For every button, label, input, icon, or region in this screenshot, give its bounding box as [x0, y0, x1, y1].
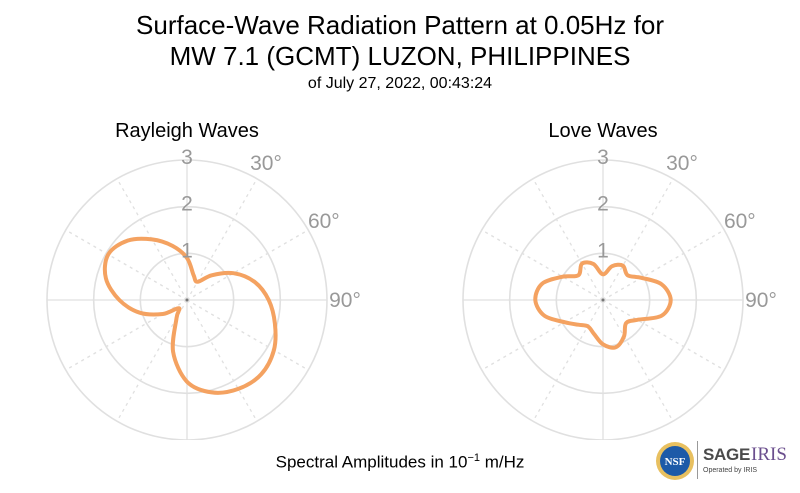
polar-center — [601, 298, 605, 302]
polar-center — [185, 298, 189, 302]
polar-spoke — [481, 229, 604, 301]
polar-ring — [508, 205, 698, 395]
operated-by-text: Operated by IRIS — [703, 467, 758, 474]
iris-logo-text: IRIS — [751, 444, 787, 465]
polar-spoke — [186, 299, 309, 371]
polar-spoke — [602, 178, 674, 301]
radial-tick-label: 2 — [181, 193, 193, 216]
polar-ring — [139, 252, 235, 348]
polar-ring — [555, 252, 651, 348]
angular-tick-label: 60° — [308, 210, 340, 233]
logo-divider — [697, 441, 698, 479]
polar-spoke — [532, 299, 604, 422]
nsf-logo-text: NSF — [665, 456, 686, 468]
logo-block: NSF SAGE IRIS Operated by IRIS — [655, 437, 787, 487]
polar-chart-2: Love Waves 1 2 3 30° 60° 90° — [462, 120, 777, 440]
chart-subtitle: of July 27, 2022, 00:43:24 — [307, 75, 493, 92]
amplitude-units-note: Spectral Amplitudes in 10−1 m/Hz — [0, 452, 800, 473]
radial-tick-label: 1 — [597, 239, 609, 262]
radial-tick-label: 2 — [597, 193, 609, 216]
angular-tick-label: 90° — [329, 289, 361, 312]
chart-title-line-1: Surface-Wave Radiation Pattern at 0.05Hz… — [136, 10, 664, 40]
polar-ring — [92, 205, 282, 395]
polar-plots: Rayleigh Waves 1 2 3 30° 60° 90° Love Waves 1 2 3 3… — [46, 120, 777, 440]
polar-spoke — [65, 229, 188, 301]
polar-spoke — [186, 299, 258, 422]
polar-title: Love Waves — [548, 120, 657, 142]
polar-spoke — [602, 299, 725, 371]
angular-tick-label: 90° — [745, 289, 777, 312]
polar-spoke — [602, 299, 674, 422]
units-suffix: m/Hz — [480, 452, 525, 472]
polar-spoke — [602, 229, 725, 301]
units-prefix: Spectral Amplitudes in — [275, 452, 449, 472]
nsf-logo: NSF — [656, 442, 694, 480]
polar-spoke — [481, 299, 604, 371]
radiation-pattern-line — [102, 236, 278, 395]
radial-tick-label: 1 — [181, 239, 193, 262]
angular-tick-label: 30° — [666, 152, 698, 175]
sage-logo-text: SAGE — [703, 445, 750, 464]
chart-title-line-2: MW 7.1 (GCMT) LUZON, PHILIPPINES — [169, 41, 631, 71]
radiation-pattern-line — [533, 260, 673, 350]
angular-tick-label: 60° — [724, 210, 756, 233]
polar-title: Rayleigh Waves — [115, 120, 259, 142]
polar-ring — [462, 159, 744, 440]
radial-tick-label: 3 — [181, 146, 193, 169]
units-exponent: −1 — [467, 452, 480, 464]
units-base: 10 — [448, 452, 468, 472]
polar-spoke — [186, 229, 309, 301]
polar-spoke — [532, 178, 604, 301]
polar-chart-1: Rayleigh Waves 1 2 3 30° 60° 90° — [46, 120, 361, 440]
polar-ring — [46, 159, 328, 440]
radial-tick-label: 3 — [597, 146, 609, 169]
angular-tick-label: 30° — [250, 152, 282, 175]
